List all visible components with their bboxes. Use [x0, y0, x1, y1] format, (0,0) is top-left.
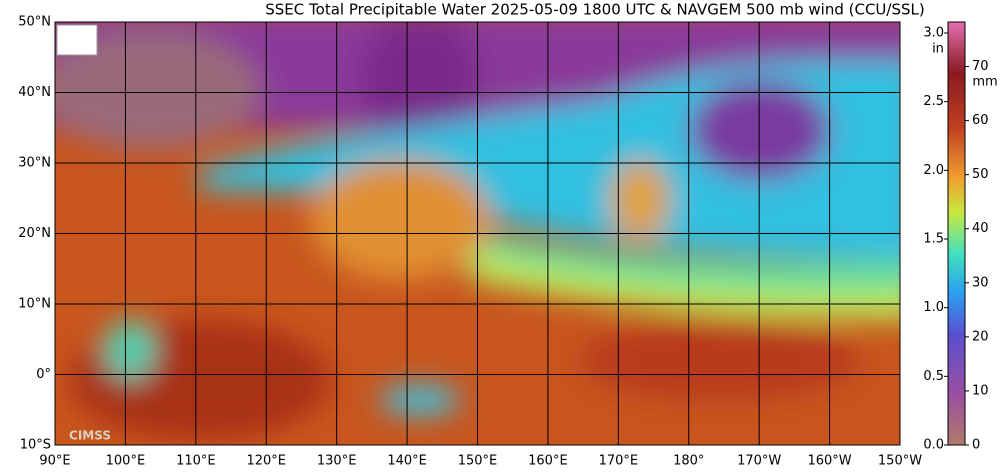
- lon-label: 150°E: [458, 454, 498, 469]
- mm-tick-label: 20: [972, 329, 989, 344]
- inch-tick-label: 0.0: [923, 438, 944, 453]
- mm-unit: mm: [972, 75, 997, 90]
- lon-label: 160°E: [528, 454, 568, 469]
- inch-tick-label: 0.5: [923, 369, 944, 384]
- lat-label: 40°N: [18, 85, 51, 100]
- tpw-field: [55, 22, 900, 445]
- mm-tick-label: 40: [972, 221, 989, 236]
- map-frame: [54, 21, 901, 446]
- lon-label: 180°: [673, 454, 704, 469]
- map-title: SSEC Total Precipitable Water 2025-05-09…: [265, 1, 924, 19]
- lat-label: 10°N: [18, 297, 51, 312]
- lat-label: 20°N: [18, 226, 51, 241]
- lon-label: 130°E: [317, 454, 357, 469]
- mm-tick-label: 30: [972, 275, 989, 290]
- colorbar: [947, 21, 966, 446]
- inch-unit: in: [932, 42, 944, 57]
- lon-label: 120°E: [246, 454, 286, 469]
- lon-label: 170°W: [737, 454, 781, 469]
- logo-text: CIMSS: [69, 429, 111, 443]
- lat-label: 0°: [36, 367, 51, 382]
- inch-tick-label: 2.0: [923, 163, 944, 178]
- lon-label: 160°W: [807, 454, 851, 469]
- lon-label: 140°E: [387, 454, 427, 469]
- mm-tick-label: 70: [972, 59, 989, 74]
- inch-tick-label: 1.5: [923, 232, 944, 247]
- inch-tick-label: 1.0: [923, 300, 944, 315]
- lon-label: 150°W: [878, 454, 922, 469]
- mm-tick-label: 0: [972, 438, 980, 453]
- mm-tick-label: 60: [972, 113, 989, 128]
- lon-label: 100°E: [106, 454, 146, 469]
- logo-top: [56, 24, 98, 56]
- mm-tick-label: 10: [972, 383, 989, 398]
- lon-label: 90°E: [39, 454, 70, 469]
- inch-tick-label: 3.0: [923, 26, 944, 41]
- lon-label: 110°E: [176, 454, 216, 469]
- mm-tick-label: 50: [972, 167, 989, 182]
- lat-label: 10°S: [20, 438, 51, 453]
- lat-label: 30°N: [18, 156, 51, 171]
- inch-tick-label: 2.5: [923, 94, 944, 109]
- lon-label: 170°E: [599, 454, 639, 469]
- lat-label: 50°N: [18, 15, 51, 30]
